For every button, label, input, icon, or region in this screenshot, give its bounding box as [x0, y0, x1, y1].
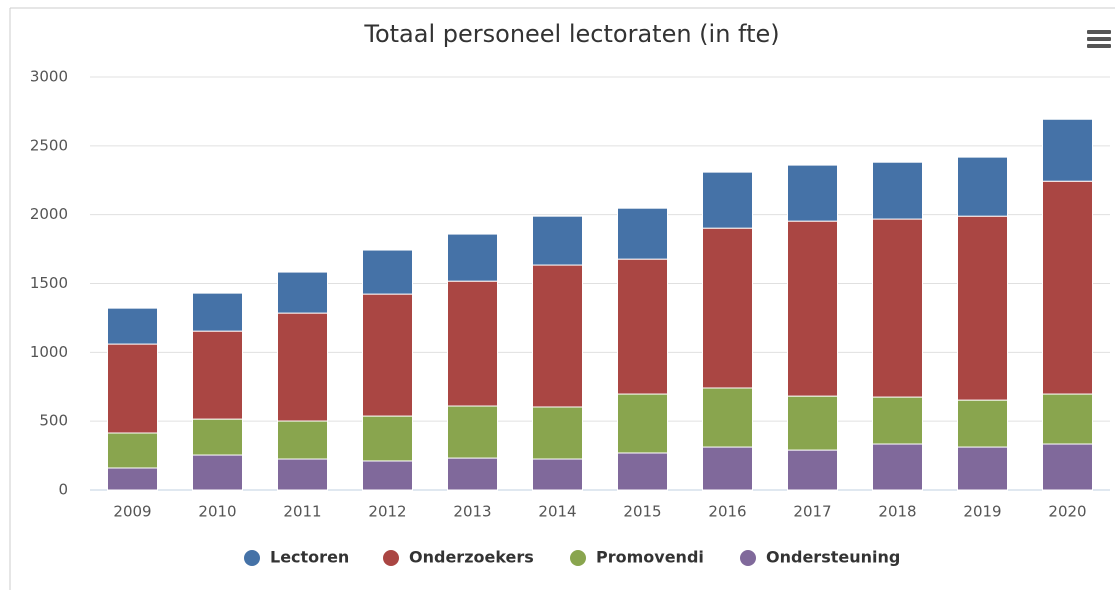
legend-label: Lectoren: [270, 548, 349, 567]
x-tick-label: 2013: [453, 503, 491, 521]
bar-segment: [107, 343, 158, 434]
legend-label: Onderzoekers: [409, 548, 534, 567]
bar-segment: [957, 215, 1008, 401]
legend-marker: [244, 550, 260, 566]
x-tick-label: 2010: [198, 503, 236, 521]
bar-segment: [447, 457, 498, 491]
y-tick-label: 1500: [30, 274, 68, 292]
x-tick-label: 2011: [283, 503, 321, 521]
bar-segment: [1042, 118, 1093, 182]
x-tick-label: 2015: [623, 503, 661, 521]
bar-segment: [362, 415, 413, 462]
bar-segment: [957, 399, 1008, 448]
bar-segment: [107, 307, 158, 345]
y-tick-label: 2500: [30, 136, 68, 154]
chart-title: Totaal personeel lectoraten (in fte): [363, 20, 779, 48]
y-tick-label: 500: [39, 412, 68, 430]
bar-segment: [532, 264, 583, 408]
bar-segment: [277, 420, 328, 460]
bar-segment: [872, 396, 923, 445]
bar-segment: [872, 161, 923, 220]
bar-segment: [957, 446, 1008, 491]
bar-segment: [1042, 393, 1093, 445]
bar-segment: [277, 458, 328, 491]
x-tick-label: 2020: [1048, 503, 1086, 521]
legend-label: Promovendi: [596, 548, 704, 567]
bar-segment: [447, 280, 498, 407]
x-tick-label: 2016: [708, 503, 746, 521]
bar-segment: [872, 443, 923, 491]
bar-segment: [617, 393, 668, 454]
bar-segment: [192, 330, 243, 420]
bar-segment: [787, 164, 838, 222]
x-tick-label: 2012: [368, 503, 406, 521]
y-tick-label: 2000: [30, 205, 68, 223]
bar-segment: [617, 207, 668, 260]
bar-segment: [192, 418, 243, 456]
bar-segment: [192, 454, 243, 491]
bar-segment: [957, 156, 1008, 217]
y-tick-label: 3000: [30, 68, 68, 86]
bar-segment: [447, 405, 498, 459]
menu-button[interactable]: [1087, 30, 1111, 48]
bar-segment: [532, 215, 583, 266]
bar-segment: [787, 220, 838, 397]
bar-segment: [617, 452, 668, 491]
bar-segment: [702, 171, 753, 229]
bar-segment: [787, 395, 838, 451]
x-tick-label: 2009: [113, 503, 151, 521]
bar-segment: [702, 387, 753, 448]
bar-segment: [702, 227, 753, 389]
bar-segment: [1042, 180, 1093, 395]
bar-segment: [617, 258, 668, 395]
legend-marker: [383, 550, 399, 566]
bar-segment: [362, 460, 413, 491]
x-tick-label: 2014: [538, 503, 576, 521]
bar-segment: [277, 312, 328, 422]
bar-segment: [362, 249, 413, 295]
bar-segment: [447, 233, 498, 282]
x-tick-label: 2017: [793, 503, 831, 521]
bar-segment: [277, 271, 328, 314]
y-tick-label: 1000: [30, 343, 68, 361]
bar-segment: [872, 218, 923, 398]
y-tick-label: 0: [58, 481, 68, 499]
x-tick-label: 2018: [878, 503, 916, 521]
x-tick-label: 2019: [963, 503, 1001, 521]
bar-segment: [532, 406, 583, 460]
bar-segment: [362, 293, 413, 417]
legend-marker: [740, 550, 756, 566]
bar-segment: [107, 467, 158, 491]
bar-segment: [192, 292, 243, 332]
bar-segment: [1042, 443, 1093, 491]
legend-marker: [570, 550, 586, 566]
legend-label: Ondersteuning: [766, 548, 900, 567]
bar-segment: [702, 446, 753, 491]
bar-segment: [787, 449, 838, 491]
bar-segment: [107, 432, 158, 469]
bar-segment: [532, 458, 583, 491]
